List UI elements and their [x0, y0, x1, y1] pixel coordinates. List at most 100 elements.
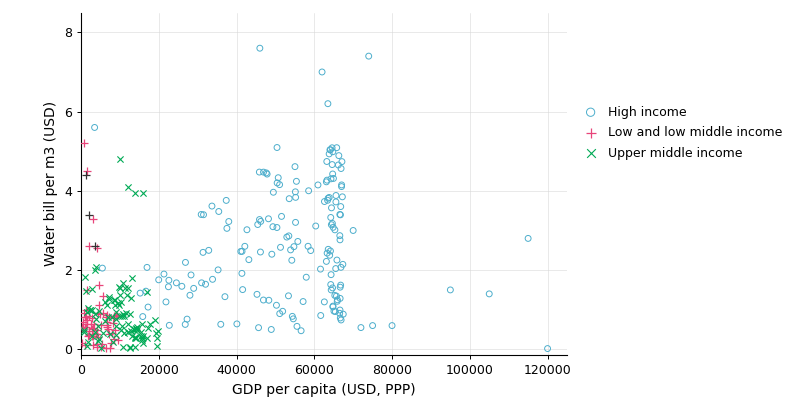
High income: [139, 288, 152, 295]
Low and low middle income: [76, 324, 89, 330]
Low and low middle income: [85, 321, 98, 328]
Upper middle income: [123, 311, 136, 318]
Upper middle income: [84, 306, 97, 313]
Low and low middle income: [86, 314, 99, 321]
Upper middle income: [135, 335, 148, 342]
Upper middle income: [130, 327, 143, 334]
Low and low middle income: [87, 341, 100, 348]
High income: [266, 223, 279, 230]
Low and low middle income: [107, 320, 120, 326]
Low and low middle income: [79, 306, 92, 313]
High income: [335, 183, 348, 190]
High income: [179, 321, 192, 328]
Upper middle income: [123, 344, 136, 351]
High income: [206, 203, 219, 209]
High income: [252, 324, 265, 331]
High income: [289, 189, 302, 195]
High income: [289, 219, 302, 226]
High income: [320, 158, 333, 165]
Upper middle income: [150, 334, 163, 341]
High income: [181, 316, 194, 322]
High income: [136, 313, 149, 320]
High income: [327, 175, 340, 182]
Low and low middle income: [102, 314, 115, 321]
High income: [324, 146, 337, 153]
High income: [330, 144, 343, 151]
Low and low middle income: [85, 325, 98, 332]
High income: [283, 195, 296, 202]
High income: [541, 345, 554, 352]
Low and low middle income: [91, 340, 104, 347]
Upper middle income: [137, 340, 150, 347]
Upper middle income: [78, 326, 91, 333]
High income: [199, 281, 212, 288]
High income: [334, 295, 347, 302]
High income: [253, 216, 266, 223]
High income: [362, 53, 375, 59]
High income: [170, 280, 183, 286]
Low and low middle income: [80, 314, 93, 320]
Upper middle income: [95, 344, 108, 351]
Upper middle income: [136, 332, 149, 339]
High income: [234, 248, 247, 255]
High income: [314, 312, 327, 319]
Upper middle income: [128, 327, 141, 334]
Point: [83, 211, 96, 218]
High income: [318, 198, 331, 205]
Low and low middle income: [107, 312, 120, 319]
High income: [162, 283, 175, 290]
Upper middle income: [128, 334, 141, 340]
High income: [289, 194, 302, 201]
Upper middle income: [99, 298, 112, 305]
Low and low middle income: [92, 309, 104, 316]
High income: [330, 199, 343, 205]
High income: [328, 227, 341, 233]
High income: [96, 265, 109, 271]
High income: [242, 256, 255, 263]
Point: [88, 243, 101, 250]
High income: [330, 192, 343, 199]
High income: [197, 249, 210, 256]
High income: [275, 213, 288, 220]
Upper middle income: [129, 189, 142, 196]
Low and low middle income: [82, 333, 95, 340]
High income: [163, 277, 176, 284]
Upper middle income: [124, 344, 137, 351]
High income: [160, 298, 173, 305]
Upper middle income: [134, 333, 147, 339]
Upper middle income: [122, 184, 134, 190]
High income: [236, 248, 249, 255]
Low and low middle income: [75, 340, 88, 347]
Low and low middle income: [100, 319, 113, 326]
High income: [212, 208, 225, 215]
Low and low middle income: [110, 313, 123, 320]
High income: [230, 321, 243, 327]
High income: [483, 291, 496, 297]
High income: [335, 158, 348, 165]
Low and low middle income: [107, 336, 120, 342]
High income: [265, 326, 278, 333]
Low and low middle income: [78, 309, 91, 316]
Low and low middle income: [86, 325, 99, 331]
Upper middle income: [90, 316, 103, 323]
Upper middle income: [117, 313, 130, 320]
Upper middle income: [103, 293, 116, 300]
Upper middle income: [130, 325, 143, 331]
High income: [262, 215, 275, 222]
High income: [141, 264, 154, 271]
Upper middle income: [149, 316, 162, 323]
High income: [326, 220, 339, 227]
Upper middle income: [104, 331, 117, 337]
High income: [323, 252, 336, 259]
High income: [220, 197, 232, 204]
High income: [271, 224, 284, 231]
High income: [332, 162, 345, 168]
High income: [292, 238, 305, 245]
High income: [290, 178, 303, 185]
Low and low middle income: [78, 140, 91, 147]
High income: [314, 266, 327, 273]
Low and low middle income: [79, 342, 92, 348]
High income: [261, 171, 274, 177]
High income: [254, 218, 267, 225]
High income: [326, 161, 339, 168]
